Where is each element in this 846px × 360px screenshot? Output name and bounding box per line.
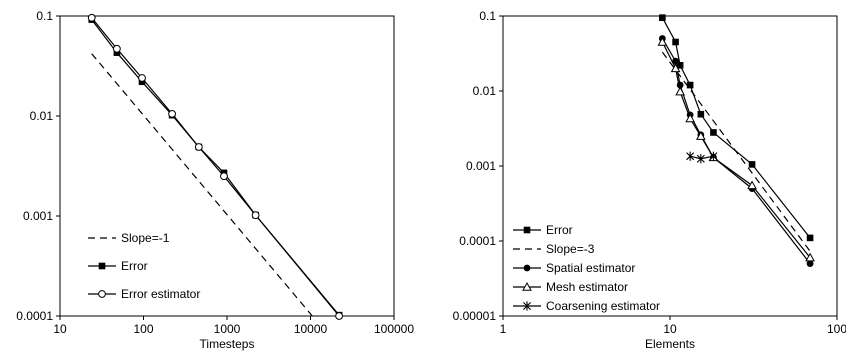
legend-marker [523, 264, 531, 272]
legend-label: Slope=-1 [121, 231, 170, 245]
y-tick-label: 0.0001 [16, 309, 53, 323]
legend-label: Spatial estimator [546, 261, 635, 275]
legend: Slope=-1 Error Error estimator [88, 231, 200, 301]
legend-label: Error estimator [121, 287, 200, 301]
data-point [685, 113, 695, 123]
legend-marker [523, 226, 531, 234]
data-point [806, 260, 814, 267]
data-point [686, 81, 694, 89]
legend-marker [98, 262, 106, 270]
series-slope-1 [91, 53, 313, 317]
legend-label: Coarsening estimator [546, 299, 660, 313]
series-error-estimator [87, 13, 343, 320]
data-point [710, 129, 717, 136]
series-line [91, 53, 313, 317]
data-point [168, 109, 176, 118]
chart-elements: 1 10 100 0.1 0.01 0.001 0.0001 0.00001 Elements E… [453, 9, 846, 351]
data-point [806, 234, 814, 242]
y-tick-label: 0.1 [479, 9, 496, 23]
legend-label: Slope=-3 [546, 242, 595, 256]
legend-marker [98, 290, 106, 298]
data-point [748, 161, 756, 168]
data-point [675, 86, 685, 96]
x-tick-label: 1 [500, 322, 507, 336]
legend-label: Error [546, 223, 573, 237]
y-tick-label: 0.00001 [453, 309, 497, 323]
data-point [112, 44, 121, 53]
data-point [695, 131, 706, 140]
series-line [661, 17, 811, 239]
data-point [686, 151, 695, 161]
x-tick-label: 10 [53, 322, 67, 336]
data-point [659, 14, 666, 21]
legend-label: Error [121, 259, 148, 273]
data-point [747, 180, 757, 190]
data-point [709, 151, 718, 161]
y-tick-label: 0.01 [473, 84, 497, 98]
y-tick-label: 0.001 [466, 159, 496, 173]
series-coarsening-estimator [686, 151, 718, 164]
y-tick-label: 0.0001 [459, 234, 496, 248]
x-axis-title: Elements [645, 337, 695, 351]
data-point [335, 312, 343, 320]
x-tick-label: 100 [133, 322, 153, 336]
legend-marker [523, 301, 531, 311]
x-tick-label: 100000 [374, 322, 414, 336]
x-axis-title: Timesteps [200, 337, 255, 351]
data-point [657, 36, 668, 46]
data-point [670, 63, 681, 73]
series-line [91, 17, 340, 317]
x-tick-label: 1000 [214, 322, 241, 336]
data-point [676, 62, 684, 69]
y-tick-label: 0.001 [23, 209, 53, 223]
data-point [87, 13, 96, 22]
y-tick-label: 0.1 [36, 9, 53, 23]
plot-frame [59, 15, 395, 317]
series-mesh-estimator [657, 36, 815, 262]
data-point [251, 211, 260, 220]
chart-timesteps: 10 100 1000 10000 100000 0.1 0.01 0.001 0.0001 Ti… [16, 9, 414, 351]
x-tick-label: 10000 [294, 322, 328, 336]
legend-marker [522, 281, 532, 291]
data-point [805, 252, 815, 262]
data-point [672, 38, 679, 46]
data-point [696, 154, 705, 164]
data-point [220, 172, 228, 181]
y-tick-label: 0.01 [30, 109, 54, 123]
series-error [659, 14, 814, 242]
x-tick-label: 10 [663, 322, 677, 336]
legend-label: Mesh estimator [546, 280, 628, 294]
data-point [138, 74, 146, 82]
series-line [661, 51, 811, 252]
x-tick-label: 100 [827, 322, 846, 336]
series-line [661, 41, 811, 258]
data-point [697, 110, 705, 118]
series-slope-3 [661, 51, 811, 252]
legend: Error Slope=-3 Spatial estimator Mesh estim… [513, 223, 660, 313]
data-point [194, 143, 203, 151]
data-point [672, 57, 679, 65]
